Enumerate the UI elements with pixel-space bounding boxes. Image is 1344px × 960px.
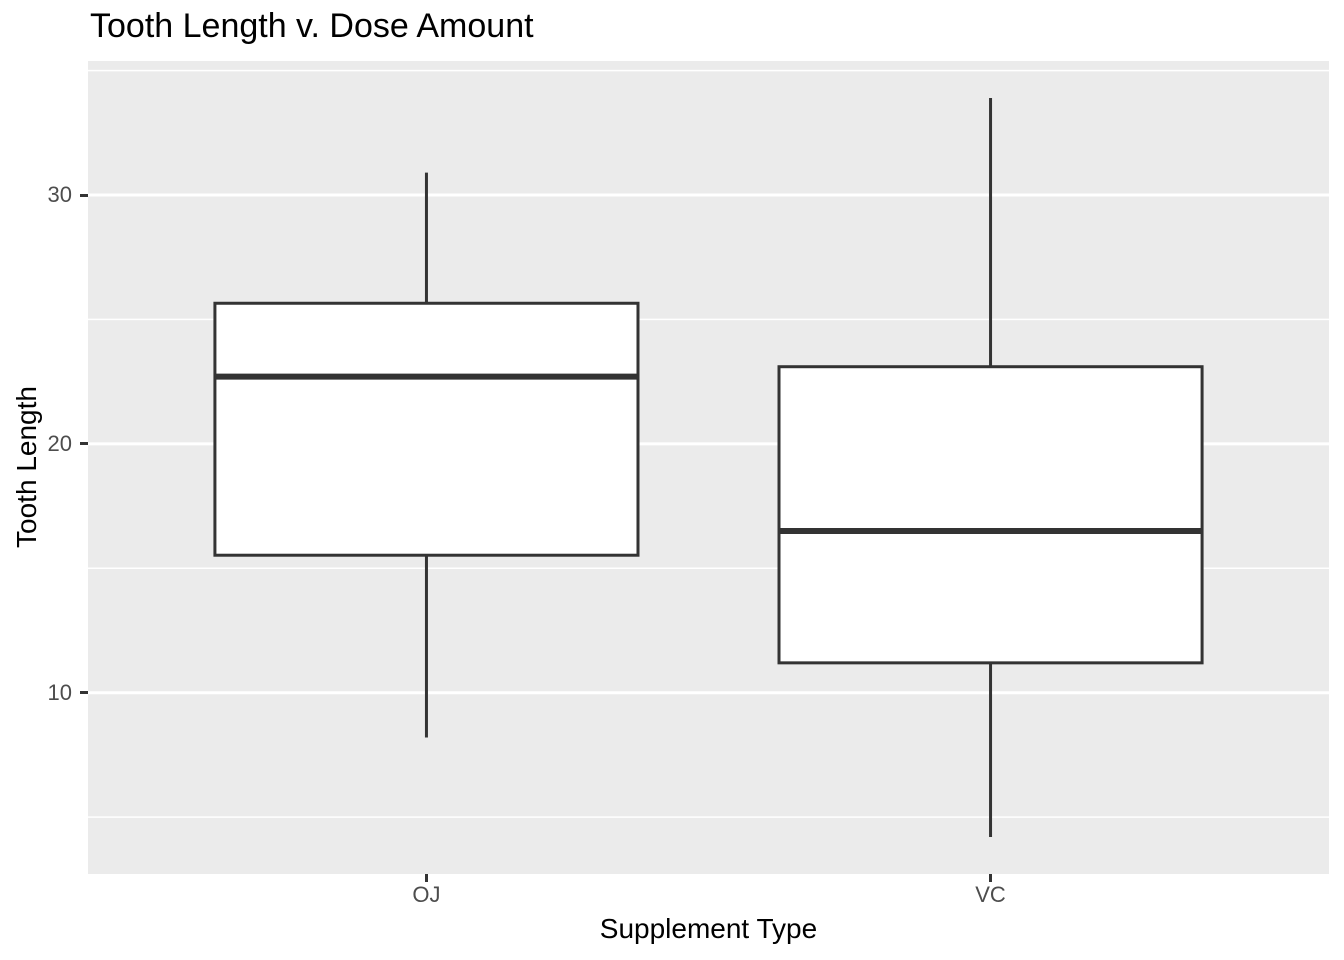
box-vc bbox=[777, 365, 1204, 665]
y-tick-label-10: 10 bbox=[47, 679, 72, 705]
x-tick-label-oj: OJ bbox=[412, 882, 441, 907]
x-tick-mark bbox=[989, 874, 993, 882]
y-tick-mark bbox=[80, 193, 88, 197]
plot-area bbox=[88, 69, 1329, 838]
y-tick-label-30: 30 bbox=[47, 182, 72, 207]
box-oj bbox=[213, 301, 640, 557]
x-axis-title: Supplement Type bbox=[599, 913, 818, 944]
y-tick-mark bbox=[80, 442, 88, 446]
x-tick-mark bbox=[424, 874, 428, 882]
y-axis-title: Tooth Length bbox=[11, 386, 42, 548]
y-tick-label-20: 20 bbox=[47, 430, 72, 456]
x-tick-label-vc: VC bbox=[975, 882, 1006, 907]
plot-panel bbox=[88, 61, 1329, 874]
chart-title: Tooth Length v. Dose Amount bbox=[90, 7, 534, 45]
y-tick-mark bbox=[80, 691, 88, 695]
